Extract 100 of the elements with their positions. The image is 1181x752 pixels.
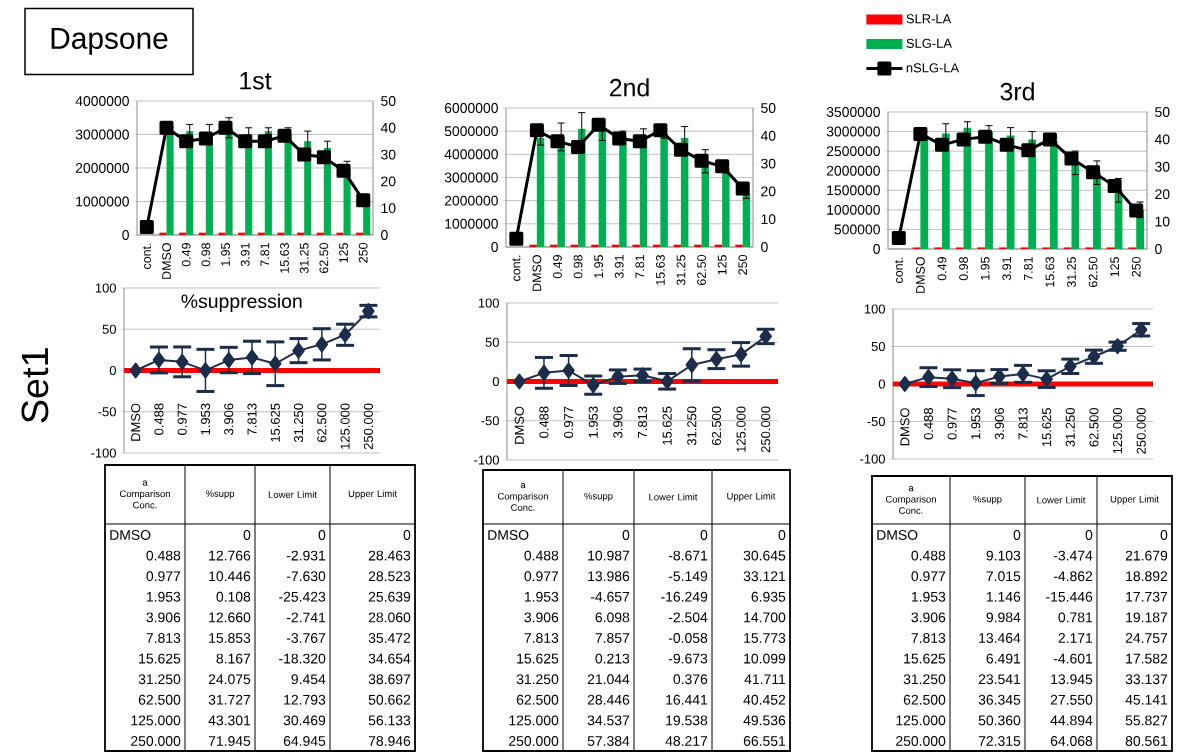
x-tick-label: cont.	[512, 255, 521, 281]
y2-tick-label: 20	[381, 176, 396, 187]
category-label: 125.000	[896, 715, 946, 726]
x-tick-label: 62.50	[1088, 257, 1098, 288]
text: -4.862	[1053, 571, 1093, 582]
category-label: 7.813	[524, 633, 559, 643]
x-tick-label: 31.25	[299, 243, 309, 274]
x-tick-label: 250.000	[363, 403, 373, 450]
point	[653, 123, 668, 138]
y2-tick-label: 40	[380, 122, 396, 133]
point	[316, 150, 331, 165]
y2-tick-label: 0	[1155, 244, 1162, 254]
text: 6.491	[986, 653, 1021, 664]
text: 8.167	[216, 653, 251, 664]
text: 0.213	[595, 653, 630, 664]
point	[218, 120, 233, 135]
text: -3.474	[1053, 550, 1093, 561]
x-tick-label: 7.81	[635, 255, 645, 279]
category-label: 15.625	[139, 653, 181, 664]
y-tick-label: 6000000	[444, 103, 498, 113]
text: 0	[1085, 530, 1093, 540]
y-tick-label: 50	[102, 324, 116, 334]
y-tick-label: 50	[871, 341, 885, 352]
point	[632, 134, 647, 149]
bar	[694, 244, 702, 247]
y-tick-label: 3500000	[826, 107, 880, 117]
y-tick-label: -50	[867, 416, 885, 427]
y-tick-label: 5000000	[444, 126, 498, 137]
x-tick-label: 125	[339, 243, 348, 263]
point	[356, 193, 371, 208]
y-tick-label: -50	[481, 416, 499, 426]
text: a Comparison Conc.	[497, 483, 548, 511]
text: Upper Limit	[1110, 495, 1159, 505]
y2-tick-label: 40	[760, 130, 776, 141]
category-label: 0.977	[146, 571, 181, 582]
category-label: DMSO	[110, 530, 151, 540]
point	[891, 231, 906, 246]
text: 9.103	[986, 550, 1021, 561]
point	[1129, 203, 1144, 218]
text: -2.741	[286, 612, 326, 623]
bar	[536, 138, 545, 247]
point	[277, 128, 292, 143]
text: 25.639	[368, 591, 411, 602]
y-tick-label: 100	[478, 298, 499, 308]
text: 0	[700, 530, 708, 540]
text: 48.217	[665, 736, 708, 746]
text: 50.360	[978, 715, 1021, 726]
x-tick-label: 1.95	[221, 243, 230, 266]
text: 24.757	[1125, 633, 1168, 643]
y-tick-label: -50	[98, 407, 116, 417]
point	[336, 163, 351, 178]
category-label: 31.250	[138, 674, 181, 685]
category-label: 1.953	[911, 591, 946, 602]
text: Dapsone	[51, 28, 168, 55]
bar	[742, 193, 751, 247]
text: 0.376	[673, 674, 708, 685]
x-tick-label: 250	[358, 242, 368, 263]
text: 24.075	[208, 674, 251, 685]
text: a Comparison Conc.	[119, 480, 170, 509]
x-tick-label: 3.91	[614, 255, 624, 279]
point	[934, 137, 949, 152]
point	[179, 134, 194, 149]
bar	[1093, 172, 1101, 249]
text: Upper Limit	[348, 490, 397, 499]
text: 28.446	[587, 694, 630, 705]
y-tick-label: 2000000	[444, 195, 498, 206]
point	[735, 181, 750, 196]
bar	[735, 244, 743, 247]
chart-title: 1st	[240, 72, 272, 90]
text: 33.121	[743, 571, 786, 582]
bar	[159, 232, 167, 235]
y2-tick-label: 10	[381, 203, 396, 214]
text: 19.187	[1126, 612, 1168, 623]
x-tick-label: 7.813	[247, 403, 257, 435]
x-tick-label: 0.98	[201, 243, 211, 267]
bar	[920, 135, 929, 249]
category-label: DMSO	[488, 530, 529, 540]
text: 12.660	[209, 612, 251, 623]
y-tick-label: 50	[485, 337, 499, 347]
point	[257, 134, 272, 149]
y-tick-label: -100	[860, 454, 885, 464]
y-tick-label: 3000000	[444, 172, 498, 183]
y2-tick-label: 20	[761, 186, 776, 197]
y2-tick-label: 40	[1154, 134, 1170, 145]
category-label: DMSO	[877, 530, 918, 540]
y2-tick-label: 30	[1155, 161, 1170, 172]
legend-label: SLG-LA	[906, 38, 952, 48]
x-tick-label: 62.50	[697, 254, 706, 286]
x-tick-label: 15.63	[655, 255, 665, 285]
y-tick-label: 3000000	[826, 126, 880, 137]
text: 0	[778, 530, 786, 540]
y-tick-label: 100	[864, 304, 885, 314]
point	[673, 142, 688, 157]
text: 30.469	[283, 715, 326, 726]
text: 12.766	[209, 550, 251, 561]
point	[612, 131, 627, 146]
text: 1.146	[986, 591, 1021, 602]
point	[297, 147, 312, 162]
y2-tick-label: 10	[761, 214, 776, 225]
y-tick-label: 2500000	[826, 146, 880, 157]
